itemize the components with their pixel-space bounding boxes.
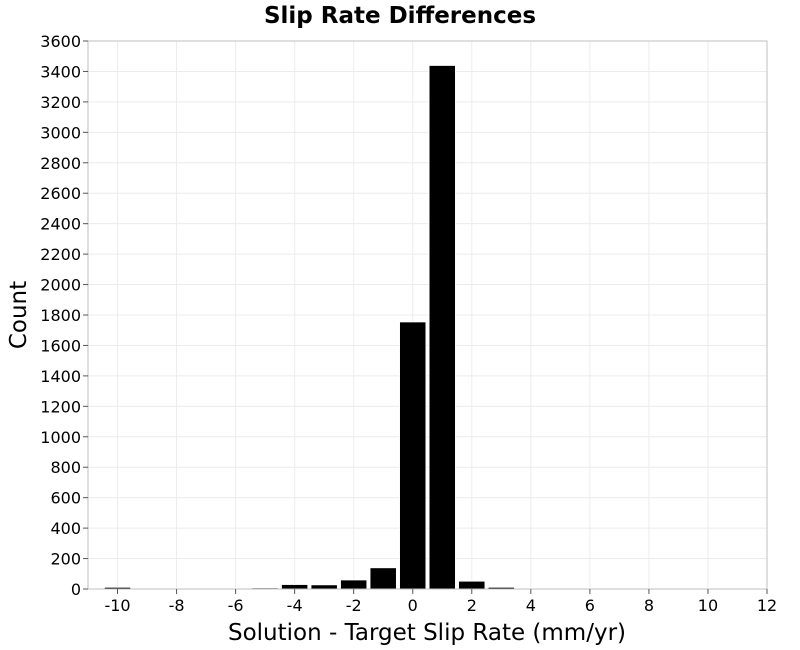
y-tick-label: 2400 (40, 215, 81, 234)
histogram-bar (458, 580, 486, 590)
y-tick-label: 1200 (40, 397, 81, 416)
x-tick-label: 6 (585, 596, 595, 615)
y-tick-label: 2600 (40, 184, 81, 203)
histogram-bar (398, 321, 427, 590)
y-tick-label: 2800 (40, 154, 81, 173)
histogram-bar (369, 567, 397, 590)
y-axis-ticks: 0 200 400 600 800 1000 1200 1400 1600 1800 2000 220… (40, 32, 88, 599)
x-tick-label: -8 (169, 596, 185, 615)
y-tick-label: 600 (50, 489, 81, 508)
x-tick-label: -4 (287, 596, 303, 615)
y-tick-label: 3000 (40, 123, 81, 142)
x-tick-label: 2 (467, 596, 477, 615)
x-tick-label: 8 (644, 596, 654, 615)
histogram-bar (428, 64, 457, 590)
y-tick-label: 3400 (40, 62, 81, 81)
x-axis-label: Solution - Target Slip Rate (mm/yr) (228, 620, 626, 646)
x-tick-label: -6 (228, 596, 244, 615)
y-axis-label: Count (6, 281, 32, 349)
x-tick-label: -10 (104, 596, 130, 615)
bars (103, 64, 752, 590)
y-tick-label: 1800 (40, 306, 81, 325)
grid-lines (88, 41, 767, 589)
histogram-bar (310, 584, 338, 590)
y-tick-label: 200 (50, 550, 81, 569)
chart-title: Slip Rate Differences (264, 3, 536, 29)
histogram-bar (339, 579, 368, 590)
x-tick-label: 12 (757, 596, 777, 615)
y-tick-label: 800 (50, 458, 81, 477)
y-tick-label: 400 (50, 519, 81, 538)
y-tick-label: 1600 (40, 336, 81, 355)
y-tick-label: 0 (71, 580, 81, 599)
histogram-bar (280, 583, 309, 590)
x-tick-label: -2 (346, 596, 362, 615)
y-tick-label: 2200 (40, 245, 81, 264)
y-tick-label: 2000 (40, 276, 81, 295)
y-tick-label: 3200 (40, 93, 81, 112)
x-tick-label: 4 (526, 596, 536, 615)
x-tick-label: 10 (698, 596, 718, 615)
y-tick-label: 3600 (40, 32, 81, 51)
y-tick-label: 1000 (40, 428, 81, 447)
x-axis-ticks: -10 -8 -6 -4 -2 0 2 4 6 8 10 12 (104, 589, 777, 615)
x-tick-label: 0 (408, 596, 418, 615)
y-tick-label: 1400 (40, 367, 81, 386)
